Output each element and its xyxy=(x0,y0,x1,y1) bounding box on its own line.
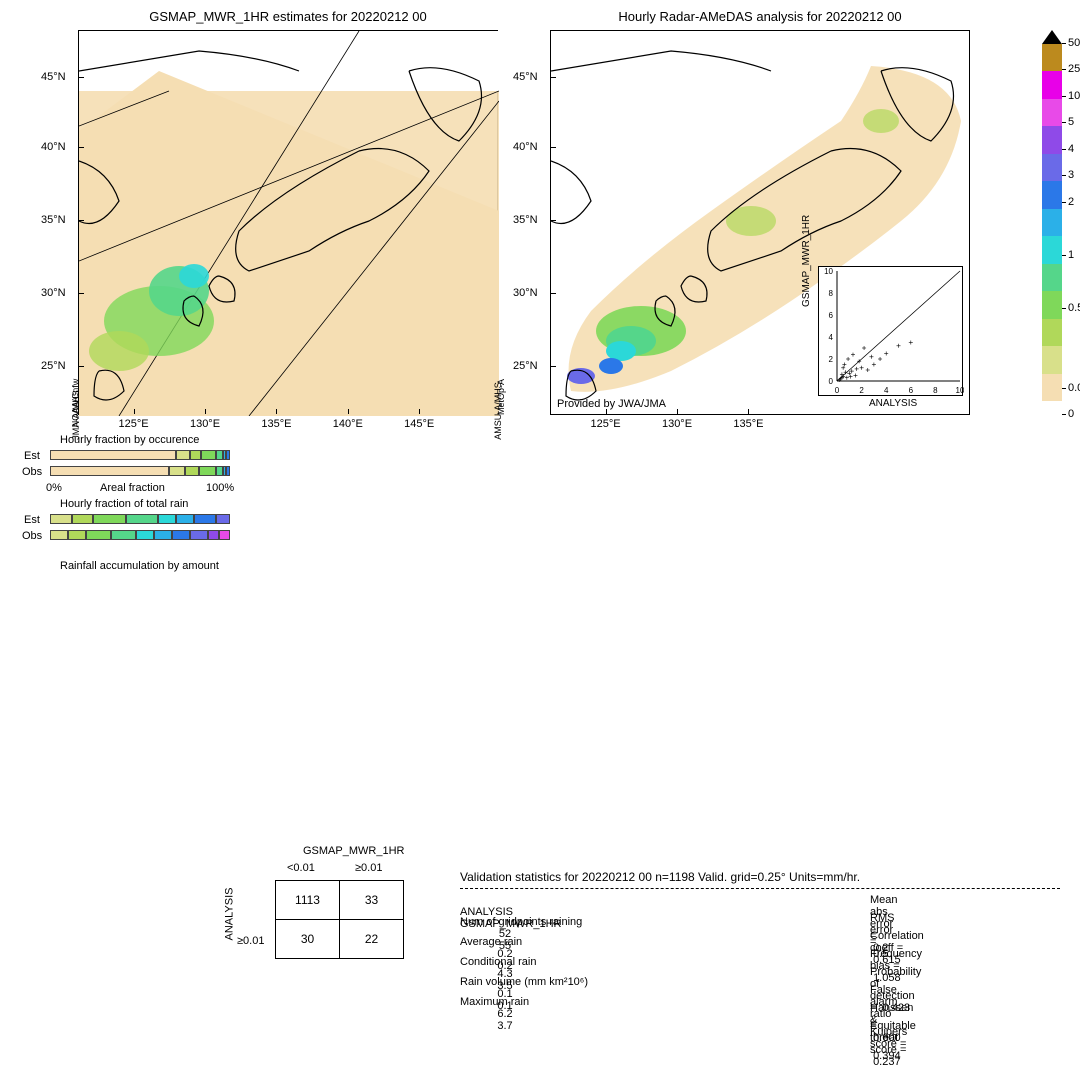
side-bl2: JMA-A/MHS xyxy=(71,390,81,440)
lon-tick: 135°E xyxy=(733,418,763,430)
svg-text:8: 8 xyxy=(829,289,834,298)
svg-text:4: 4 xyxy=(829,333,834,342)
stats-row: Maximum rain6.23.7 xyxy=(460,996,630,1032)
cont-row2: ≥0.01 xyxy=(237,935,264,947)
svg-text:6: 6 xyxy=(909,386,914,395)
map-right-title: Hourly Radar-AMeDAS analysis for 2022021… xyxy=(551,9,969,24)
lon-tick: 135°E xyxy=(261,418,291,430)
cont-row-header: ANALYSIS xyxy=(224,888,236,941)
cont-00: 1113 xyxy=(275,880,340,920)
axis-hi: 100% xyxy=(206,482,234,494)
cbar-label: 1 xyxy=(1068,249,1074,261)
svg-text:8: 8 xyxy=(933,386,938,395)
axis-lo: 0% xyxy=(46,482,62,494)
map-left: GSMAP_MWR_1HR estimates for 20220212 00 … xyxy=(78,30,498,415)
est1: Est xyxy=(24,450,40,462)
map-left-title: GSMAP_MWR_1HR estimates for 20220212 00 xyxy=(79,9,497,24)
est2: Est xyxy=(24,514,40,526)
axis-mid: Areal fraction xyxy=(100,482,165,494)
svg-text:0: 0 xyxy=(835,386,840,395)
cbar-label: 0 xyxy=(1068,408,1074,420)
inset-scatter: 00224466881010 ANALYSIS GSMAP_MWR_1HR xyxy=(818,266,963,396)
cbar-label: 3 xyxy=(1068,169,1074,181)
lat-tick: 30°N xyxy=(41,287,66,299)
lat-tick: 45°N xyxy=(41,71,66,83)
lon-tick: 125°E xyxy=(119,418,149,430)
svg-text:6: 6 xyxy=(829,311,834,320)
lon-tick: 125°E xyxy=(591,418,621,430)
occ-title: Hourly fraction by occurence xyxy=(60,434,199,446)
cbar-label: 4 xyxy=(1068,143,1074,155)
svg-text:10: 10 xyxy=(956,386,964,395)
inset-xlabel: ANALYSIS xyxy=(869,398,917,409)
cbar-label: 10 xyxy=(1068,90,1080,102)
lon-tick: 140°E xyxy=(333,418,363,430)
cbar-label: 50 xyxy=(1068,37,1080,49)
colorbar: 502510543210.50.010 xyxy=(1042,30,1062,415)
acc-title: Rainfall accumulation by amount xyxy=(60,560,219,572)
lat-tick: 35°N xyxy=(513,214,538,226)
obs1: Obs xyxy=(22,466,42,478)
lon-tick: 130°E xyxy=(190,418,220,430)
lat-tick: 40°N xyxy=(513,141,538,153)
obs2: Obs xyxy=(22,530,42,542)
lat-tick: 40°N xyxy=(41,141,66,153)
cont-11: 22 xyxy=(339,919,404,959)
svg-text:2: 2 xyxy=(829,355,834,364)
cbar-label: 0.5 xyxy=(1068,302,1080,314)
cont-col2: ≥0.01 xyxy=(355,862,382,874)
lon-tick: 130°E xyxy=(662,418,692,430)
svg-text:0: 0 xyxy=(829,377,834,386)
svg-text:4: 4 xyxy=(884,386,889,395)
map-left-svg xyxy=(79,31,499,416)
svg-text:2: 2 xyxy=(859,386,864,395)
cont-01: 33 xyxy=(339,880,404,920)
cbar-label: 5 xyxy=(1068,116,1074,128)
lat-tick: 25°N xyxy=(513,360,538,372)
cbar-label: 25 xyxy=(1068,63,1080,75)
tot-title: Hourly fraction of total rain xyxy=(60,498,188,510)
lat-tick: 25°N xyxy=(41,360,66,372)
cont-col-header: GSMAP_MWR_1HR xyxy=(303,845,404,857)
side-br2: AMSU-A/MHS xyxy=(493,382,503,440)
lon-tick: 145°E xyxy=(404,418,434,430)
cbar-label: 0.01 xyxy=(1068,382,1080,394)
stats: Validation statistics for 20220212 00 n=… xyxy=(460,870,860,884)
cont-10: 30 xyxy=(275,919,340,959)
stats-pair: Equitable threat score = 0.237 xyxy=(870,1020,916,1068)
lat-tick: 30°N xyxy=(513,287,538,299)
stats-title: Validation statistics for 20220212 00 n=… xyxy=(460,870,860,884)
lat-tick: 35°N xyxy=(41,214,66,226)
lat-tick: 45°N xyxy=(513,71,538,83)
cont-col1: <0.01 xyxy=(287,862,315,874)
inset-ylabel: GSMAP_MWR_1HR xyxy=(801,215,812,307)
svg-text:10: 10 xyxy=(824,267,833,276)
map-right: Hourly Radar-AMeDAS analysis for 2022021… xyxy=(550,30,970,415)
provider-label: Provided by JWA/JMA xyxy=(557,398,666,410)
cbar-label: 2 xyxy=(1068,196,1074,208)
